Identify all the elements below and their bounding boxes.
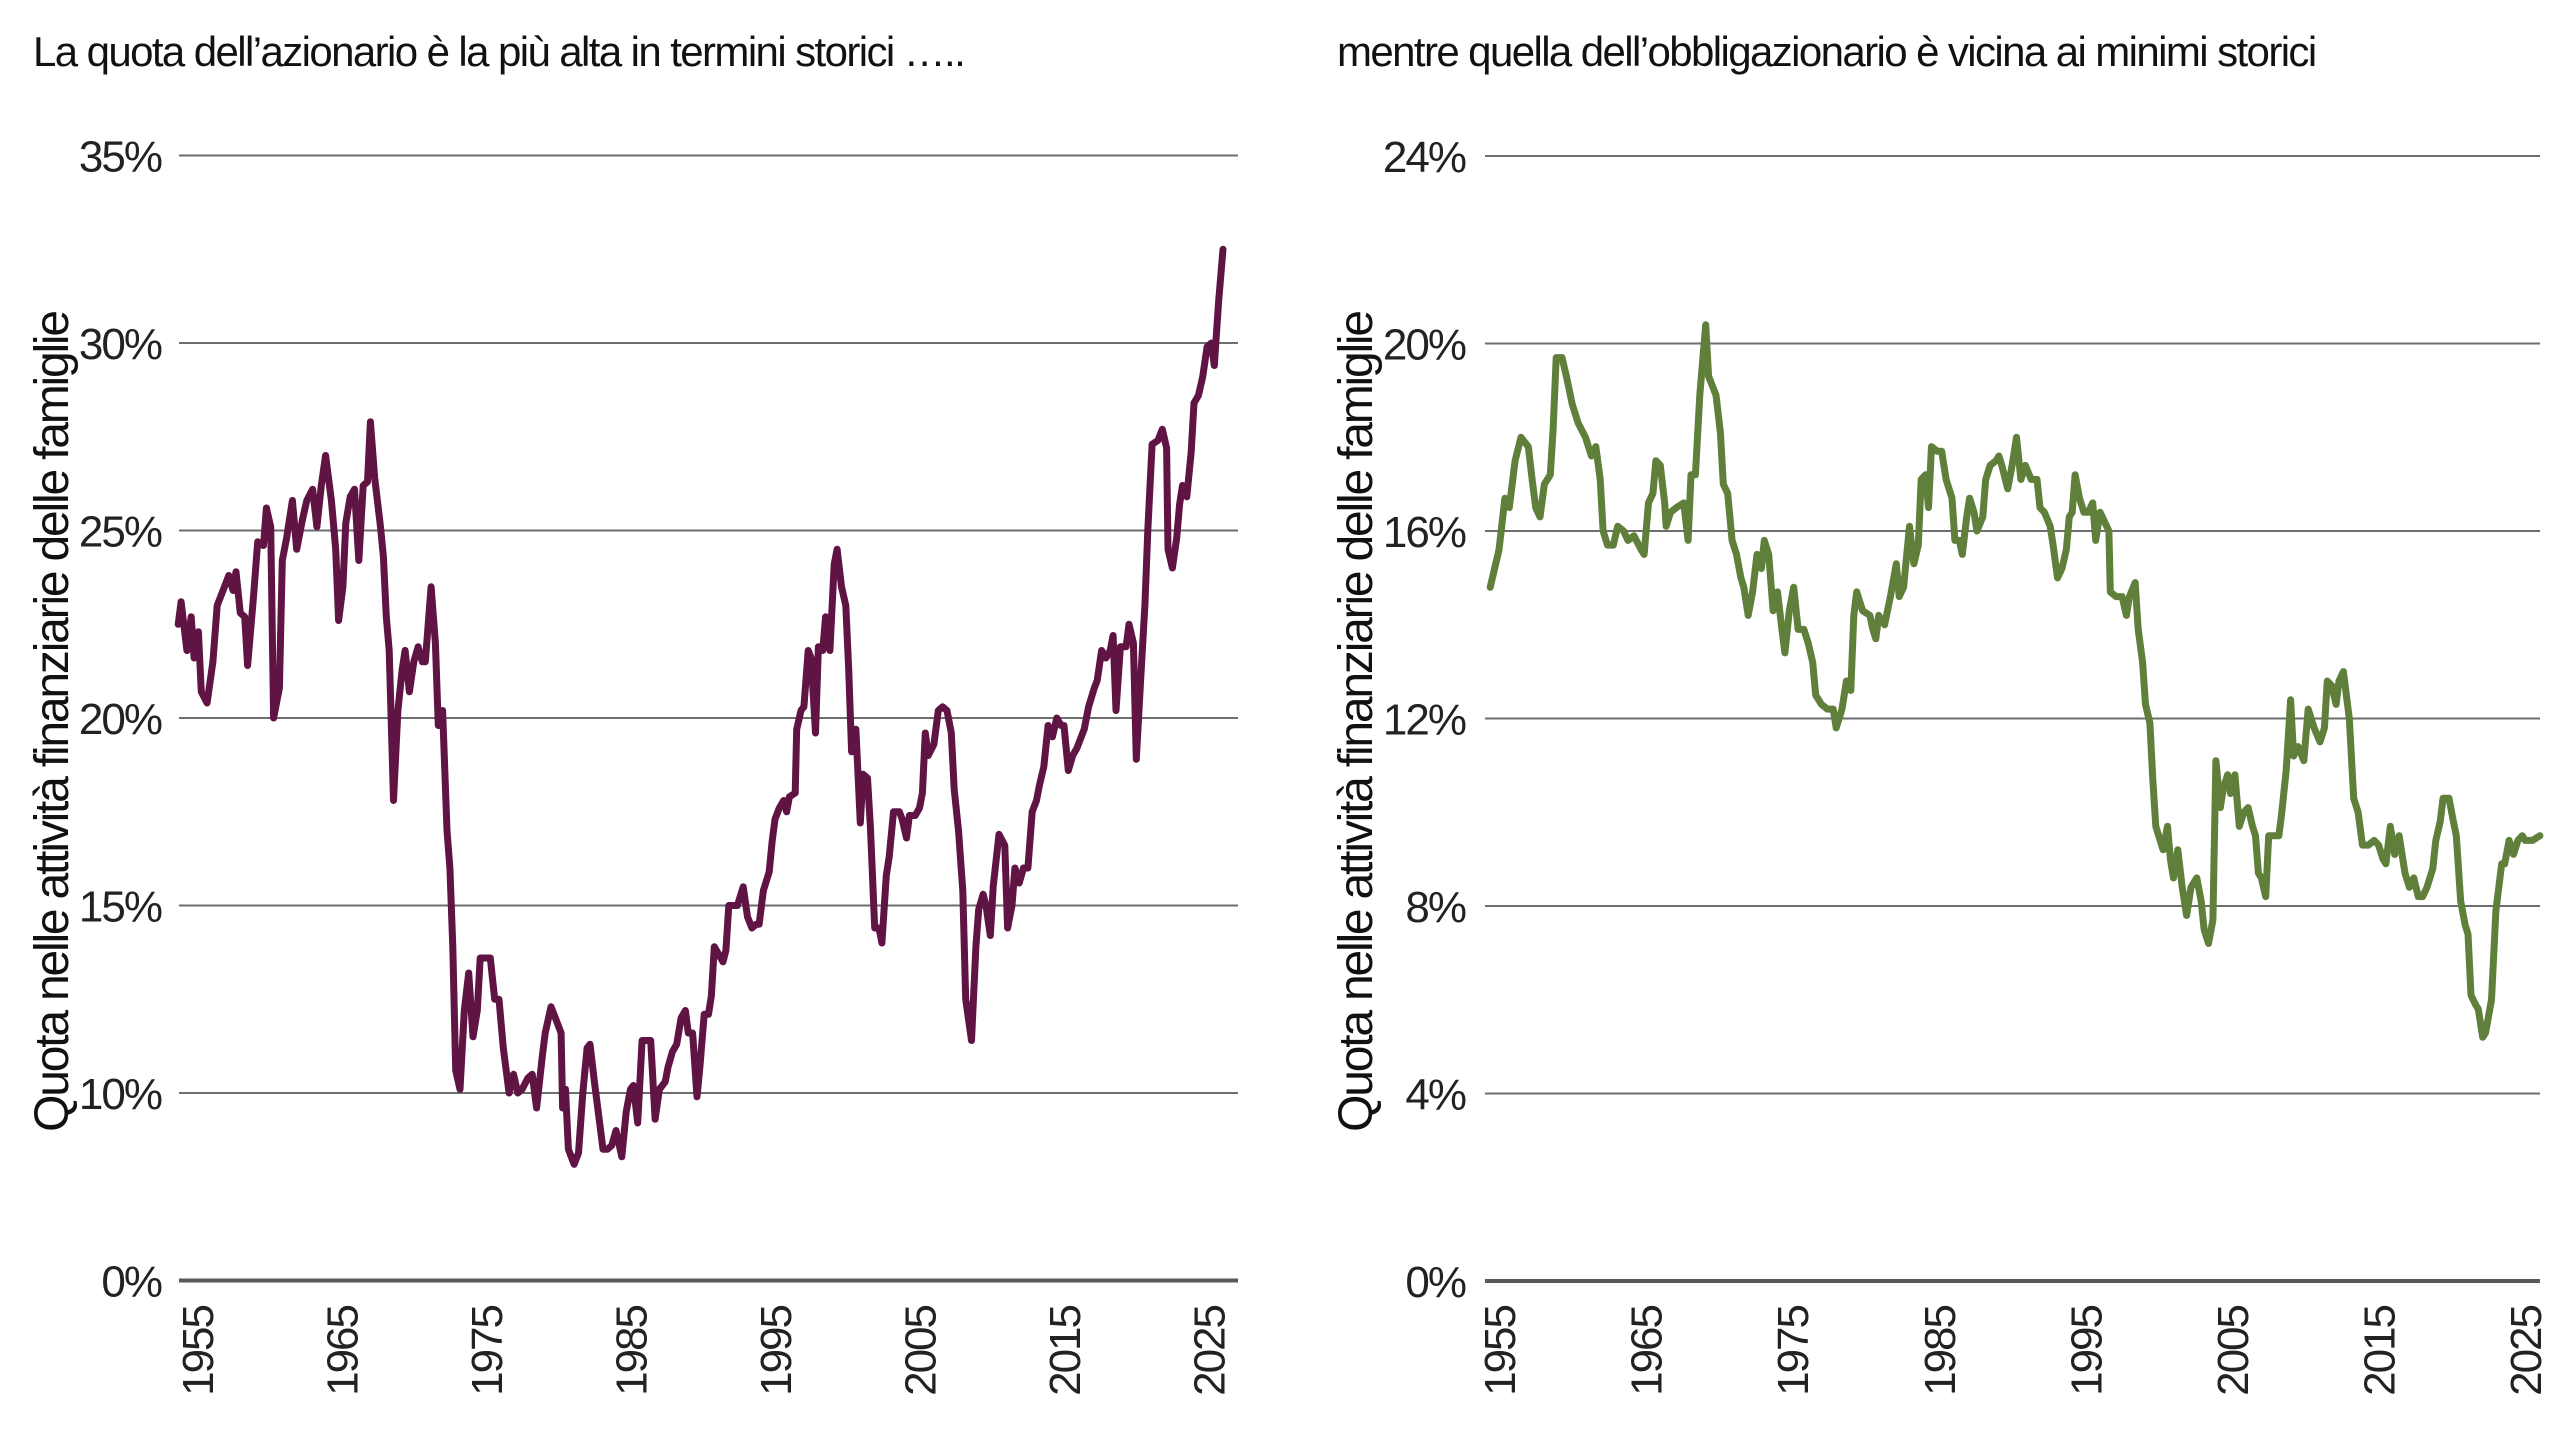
x-tick-label: 2015: [1041, 1305, 1090, 1395]
x-tick-label: 1955: [174, 1305, 223, 1395]
x-tick-label: 2015: [2356, 1305, 2405, 1395]
y-axis-label: Quota nelle attività finanziarie delle f…: [26, 312, 79, 1132]
chart-title: mentre quella dell’obbligazionario è vic…: [1337, 28, 2316, 75]
series-line-obbligazionario: [1486, 321, 2544, 1041]
y-tick-label: 8%: [1405, 883, 1465, 932]
x-tick-label: 1965: [319, 1305, 368, 1395]
bond-share-chart: mentre quella dell’obbligazionario è vic…: [1330, 28, 2551, 1396]
series-line-azionario: [174, 245, 1227, 1168]
y-tick-label: 25%: [79, 508, 162, 557]
x-tick-label: 1975: [1769, 1305, 1818, 1395]
x-tick-label: 1985: [608, 1305, 657, 1395]
x-tick-label: 1985: [1916, 1305, 1965, 1395]
x-tick-label: 1995: [2062, 1305, 2111, 1395]
y-tick-label: 0%: [101, 1258, 161, 1307]
x-tick-label: 1995: [752, 1305, 801, 1395]
x-tick-label: 2005: [2209, 1305, 2258, 1395]
y-tick-label: 15%: [79, 883, 162, 932]
x-tick-label: 2025: [1186, 1305, 1235, 1395]
y-tick-label: 10%: [79, 1070, 162, 1119]
y-tick-label: 30%: [79, 320, 162, 369]
x-tick-label: 1965: [1623, 1305, 1672, 1395]
x-tick-label: 2005: [897, 1305, 946, 1395]
y-tick-label: 0%: [1405, 1258, 1465, 1307]
x-tick-label: 1955: [1476, 1305, 1525, 1395]
y-tick-label: 24%: [1383, 133, 1466, 182]
y-tick-label: 20%: [1383, 321, 1466, 370]
y-tick-label: 16%: [1383, 508, 1466, 557]
y-tick-label: 35%: [79, 133, 162, 182]
y-axis-label: Quota nelle attività finanziarie delle f…: [1330, 312, 1383, 1132]
y-tick-label: 20%: [79, 695, 162, 744]
y-tick-label: 12%: [1383, 696, 1466, 745]
equity-share-chart: La quota dell’azionario è la più alta in…: [26, 28, 1238, 1396]
x-tick-label: 2025: [2502, 1305, 2551, 1395]
y-tick-label: 4%: [1405, 1071, 1465, 1120]
chart-title: La quota dell’azionario è la più alta in…: [33, 28, 964, 75]
x-tick-label: 1975: [463, 1305, 512, 1395]
